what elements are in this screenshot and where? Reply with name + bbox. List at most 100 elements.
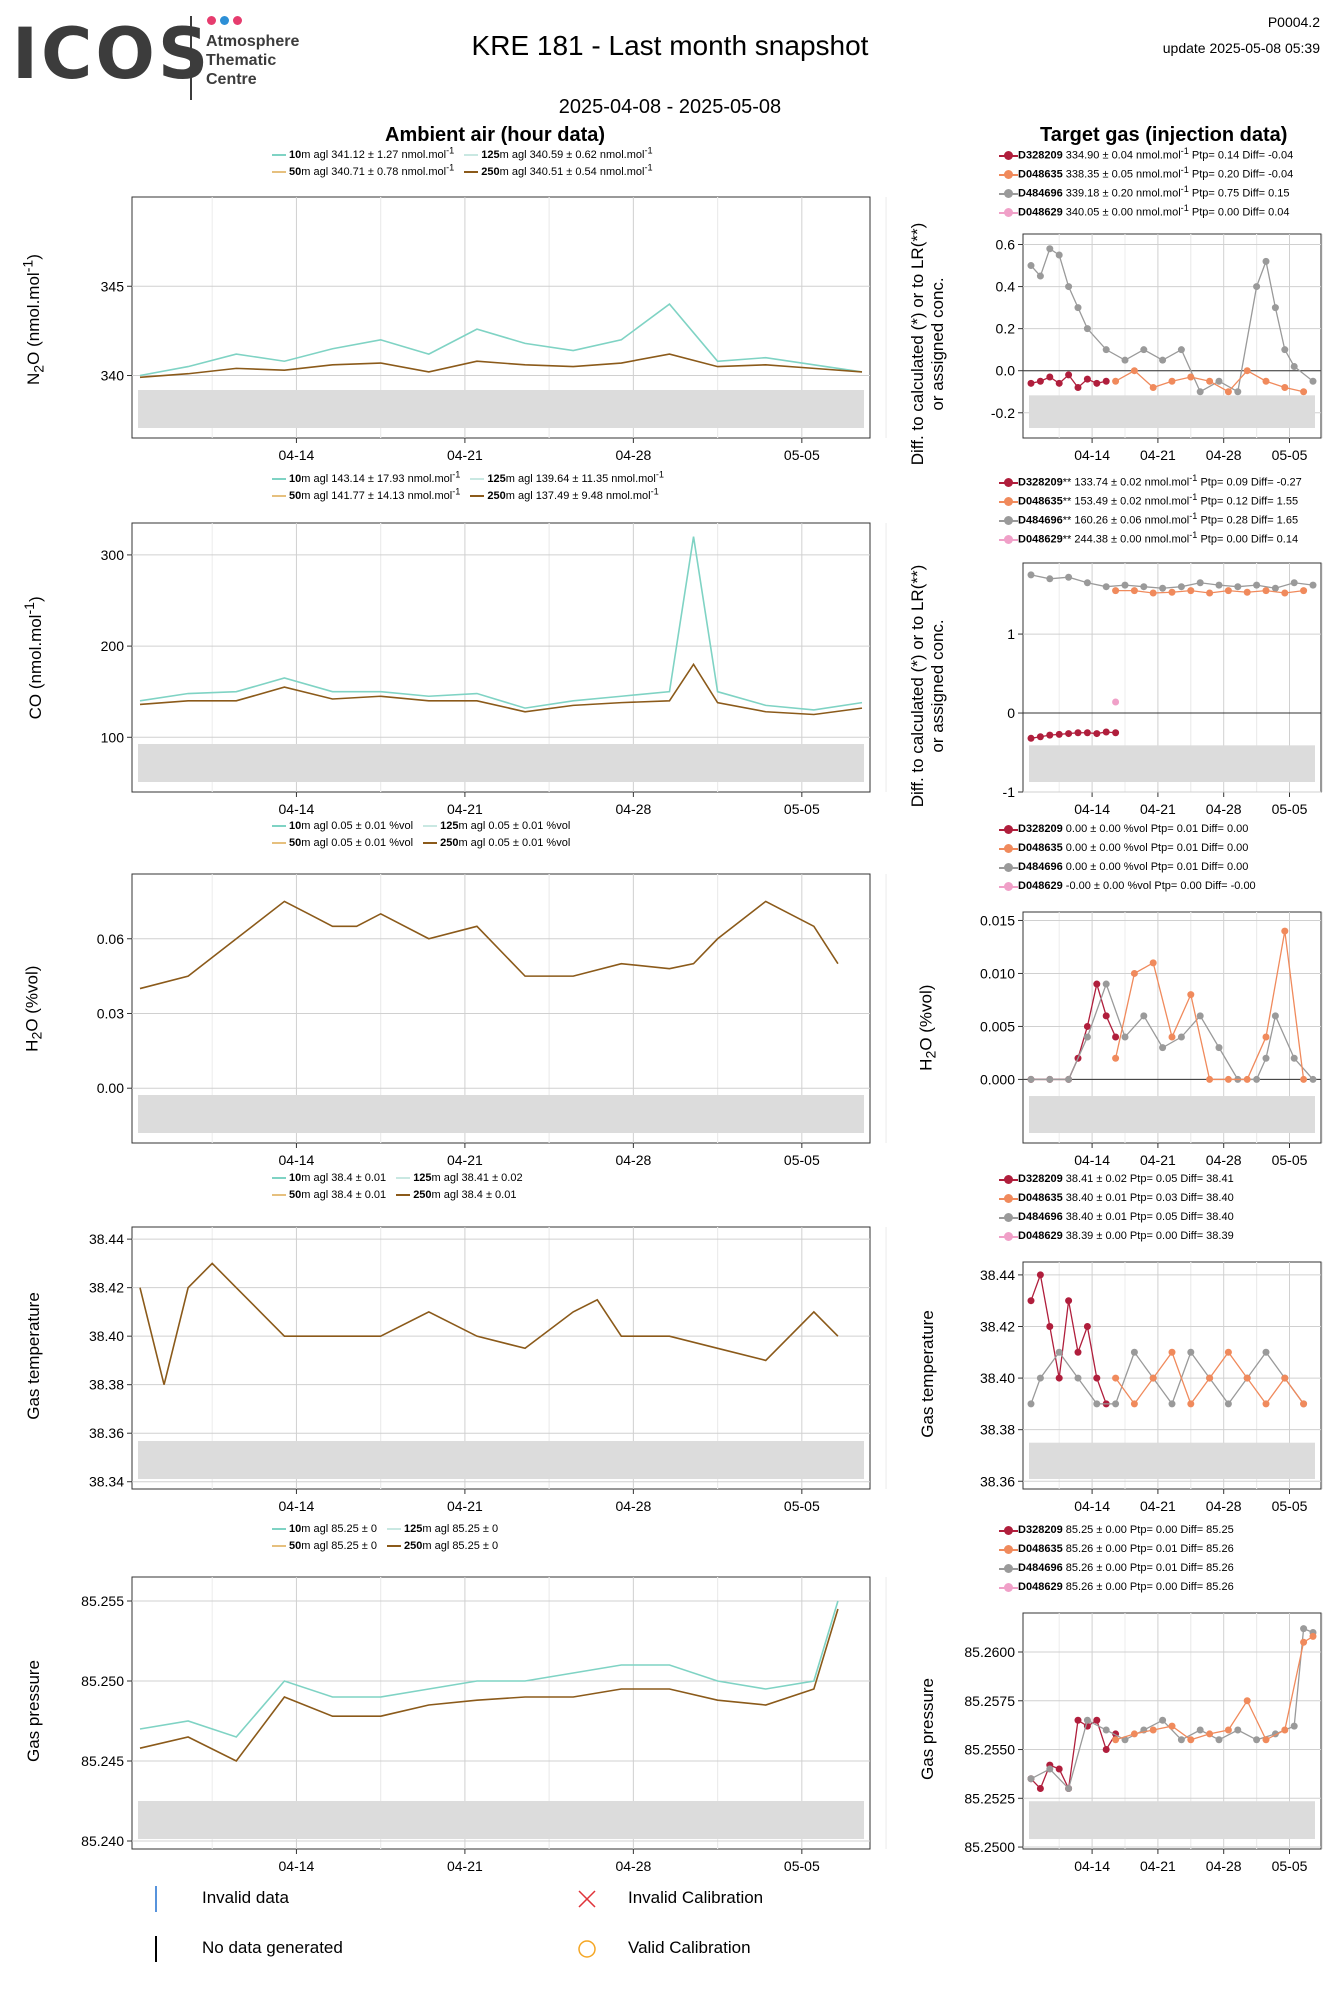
series-line-D328209	[1030, 731, 1116, 739]
data-point-D484696	[1234, 583, 1242, 591]
flag-band	[1029, 1096, 1315, 1133]
ambient-legend-row: 50m agl 141.77 ± 14.13 nmol.mol-1 250m ag…	[272, 486, 669, 502]
data-point-D328209	[1036, 377, 1044, 385]
data-point-D484696	[1102, 1726, 1110, 1734]
data-point-D328209	[1065, 371, 1073, 379]
target-legend-item: D048629 340.05 ± 0.00 nmol.mol-1 Ptp= 0.…	[999, 203, 1290, 219]
data-point-D048635	[1300, 1638, 1308, 1646]
y-tick-label: 38.42	[980, 1318, 1015, 1334]
data-point-D048635	[1130, 1730, 1138, 1738]
ambient-legend-row: 50m agl 85.25 ± 0 250m agl 85.25 ± 0	[272, 1540, 508, 1552]
series-line-250m-agl	[139, 353, 863, 379]
x-tick-label: 04-28	[1206, 1152, 1242, 1168]
target-y-axis-label-2: H2O (%vol)	[916, 984, 940, 1071]
target-legend-item: D048635 338.35 ± 0.05 nmol.mol-1 Ptp= 0.…	[999, 165, 1293, 181]
series-line-D484696	[1030, 1350, 1305, 1406]
ambient-legend-row: 10m agl 0.05 ± 0.01 %vol 125m agl 0.05 ± …	[272, 820, 580, 832]
data-point-D048635	[1187, 1400, 1195, 1408]
series-line-250m-agl	[139, 900, 839, 990]
y-tick-label: 85.2525	[964, 1790, 1015, 1806]
data-point-D048635	[1149, 959, 1157, 967]
data-point-D048635	[1243, 367, 1251, 375]
plot-frame	[131, 1576, 871, 1850]
data-point-D484696	[1234, 1075, 1242, 1083]
y-tick-label: 85.255	[81, 1593, 124, 1609]
data-point-D328209	[1065, 730, 1073, 738]
data-point-D048635	[1130, 587, 1138, 595]
data-point-D484696	[1102, 980, 1110, 988]
x-tick-label: 04-28	[615, 1858, 651, 1874]
x-tick-label: 05-05	[784, 1498, 820, 1514]
x-tick-label: 04-14	[1074, 1498, 1110, 1514]
data-point-D484696	[1046, 1075, 1054, 1083]
data-point-D048635	[1187, 991, 1195, 999]
data-point-D048635	[1224, 1075, 1232, 1083]
data-point-D484696	[1046, 245, 1054, 253]
data-point-D048635	[1168, 377, 1176, 385]
data-point-D048635	[1149, 384, 1157, 392]
y-tick-label: 100	[101, 729, 125, 745]
target-legend-item: D048635** 153.49 ± 0.02 nmol.mol-1 Ptp= …	[999, 492, 1298, 508]
data-point-D328209	[1112, 1730, 1120, 1738]
data-point-D328209	[1074, 384, 1082, 392]
data-point-D484696	[1055, 1348, 1063, 1356]
series-line-250m-agl	[139, 662, 863, 716]
data-point-D048635	[1224, 388, 1232, 396]
data-point-D484696	[1159, 1716, 1167, 1724]
data-point-D484696	[1281, 1374, 1289, 1382]
data-point-D484696	[1196, 1012, 1204, 1020]
y-tick-label: 0.2	[996, 321, 1016, 337]
x-tick-label: 04-21	[447, 1858, 483, 1874]
data-point-D048635	[1187, 373, 1195, 381]
data-point-D484696	[1253, 1075, 1261, 1083]
data-point-D328209	[1027, 734, 1035, 742]
data-point-D048635	[1130, 367, 1138, 375]
data-point-D484696	[1027, 1075, 1035, 1083]
y-tick-label: -0.2	[991, 405, 1015, 421]
data-point-D048635	[1281, 927, 1289, 935]
target-y-axis-label-3: Gas temperature	[918, 1309, 937, 1438]
x-tick-label: 05-05	[784, 1858, 820, 1874]
data-point-D484696	[1224, 1400, 1232, 1408]
data-point-D048635	[1309, 1632, 1317, 1640]
data-point-D484696	[1215, 1044, 1223, 1052]
data-point-D048635	[1281, 384, 1289, 392]
data-point-D048635	[1281, 1374, 1289, 1382]
y-tick-label: 0	[1007, 705, 1015, 721]
target-heading: Target gas (injection data)	[1040, 124, 1288, 146]
y-tick-label: 1	[1007, 626, 1015, 642]
data-point-D484696	[1074, 304, 1082, 312]
target-legend-item: D484696 0.00 ± 0.00 %vol Ptp= 0.01 Diff=…	[999, 861, 1248, 873]
data-point-D484696	[1159, 356, 1167, 364]
data-point-D484696	[1102, 346, 1110, 354]
data-point-D328209	[1036, 733, 1044, 741]
data-point-D484696	[1065, 573, 1073, 581]
data-point-D484696	[1271, 1012, 1279, 1020]
data-point-D048635	[1168, 1033, 1176, 1041]
data-point-D328209	[1074, 1716, 1082, 1724]
series-line-D328209	[1031, 981, 1117, 1081]
data-point-D484696	[1215, 1736, 1223, 1744]
valid-calibration-mark	[578, 1940, 596, 1958]
flag-band	[138, 1095, 864, 1133]
y-tick-label: 0.000	[980, 1071, 1015, 1087]
data-point-D048635	[1206, 589, 1214, 597]
data-point-D484696	[1121, 581, 1129, 589]
data-point-D484696	[1234, 1726, 1242, 1734]
data-point-D484696	[1177, 346, 1185, 354]
data-point-D328209	[1102, 1400, 1110, 1408]
y-tick-label: 85.2575	[964, 1693, 1015, 1709]
data-point-D484696	[1140, 583, 1148, 591]
data-point-D484696	[1309, 1075, 1317, 1083]
y-tick-label: 38.42	[89, 1280, 124, 1296]
data-point-D048635	[1112, 1736, 1120, 1744]
target-legend-item: D328209 85.25 ± 0.00 Ptp= 0.00 Diff= 85.…	[999, 1524, 1234, 1536]
data-point-D484696	[1262, 1348, 1270, 1356]
series-line-D484696	[1030, 574, 1314, 589]
x-tick-label: 05-05	[1272, 447, 1308, 463]
flag-band	[1029, 1442, 1315, 1479]
ambient-legend-row: 10m agl 85.25 ± 0 125m agl 85.25 ± 0	[272, 1523, 508, 1535]
data-point-D048635	[1300, 587, 1308, 595]
